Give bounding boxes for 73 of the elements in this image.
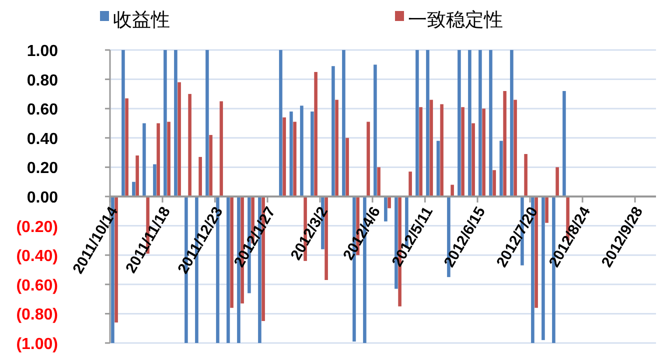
bar	[209, 134, 212, 196]
bar	[450, 184, 454, 196]
bar	[374, 64, 377, 196]
bar	[366, 122, 370, 196]
bar	[419, 107, 422, 196]
bar	[132, 182, 136, 196]
bar	[489, 50, 492, 196]
y-tick-label: (1.00)	[16, 336, 58, 353]
bar	[430, 100, 433, 196]
bar	[346, 138, 349, 196]
bar	[335, 100, 338, 196]
bar	[279, 50, 282, 196]
bar	[174, 50, 178, 196]
bar	[206, 50, 209, 196]
bar	[436, 140, 440, 196]
bar	[293, 122, 296, 196]
bar	[408, 172, 412, 196]
bar	[220, 101, 223, 196]
bar	[416, 50, 419, 196]
bar	[534, 196, 538, 308]
bar	[510, 50, 514, 196]
bar	[556, 167, 559, 196]
y-tick-label: (0.80)	[16, 306, 58, 324]
bar	[310, 112, 314, 196]
bar	[188, 94, 192, 196]
y-tick-label: (0.40)	[16, 248, 58, 266]
bar	[282, 117, 286, 196]
bar	[290, 112, 293, 196]
bar	[384, 196, 388, 222]
bar	[472, 123, 475, 196]
bar	[342, 50, 346, 196]
bar	[545, 196, 548, 223]
bar	[514, 100, 517, 196]
bar	[164, 50, 167, 196]
bar	[388, 196, 391, 208]
y-tick-label: 0.20	[26, 160, 58, 178]
bar	[458, 50, 461, 196]
bar	[542, 196, 545, 340]
bar	[153, 164, 156, 196]
bar	[440, 104, 444, 196]
y-tick-label: 0.80	[26, 72, 58, 90]
bar	[468, 50, 472, 196]
bar	[482, 108, 486, 196]
bar	[300, 106, 304, 196]
bar	[230, 196, 234, 308]
bar	[562, 91, 566, 196]
y-tick-label: (0.60)	[16, 277, 58, 294]
bar	[156, 123, 160, 196]
bar	[122, 50, 125, 196]
bar	[377, 167, 380, 196]
bar	[125, 98, 128, 196]
bar	[136, 155, 139, 196]
y-tick-label: 0.40	[26, 130, 58, 148]
bar	[524, 154, 528, 196]
bar	[178, 82, 181, 196]
bar	[478, 50, 482, 196]
bar	[500, 140, 503, 196]
bar	[226, 196, 230, 343]
y-tick-label: 0.00	[26, 190, 58, 206]
legend-label: 一致稳定性	[408, 9, 503, 31]
y-tick-label: 0.60	[26, 102, 58, 119]
bar	[461, 107, 464, 196]
legend-label: 收益性	[113, 9, 170, 31]
y-tick-label: (0.20)	[16, 218, 58, 236]
bar	[198, 156, 202, 196]
bar	[503, 91, 506, 196]
bar	[167, 122, 170, 196]
bar	[332, 66, 335, 196]
bar	[426, 50, 430, 196]
bar	[492, 170, 496, 196]
y-tick-label: 1.00	[26, 43, 58, 60]
bar	[142, 123, 146, 196]
bar	[314, 72, 318, 196]
